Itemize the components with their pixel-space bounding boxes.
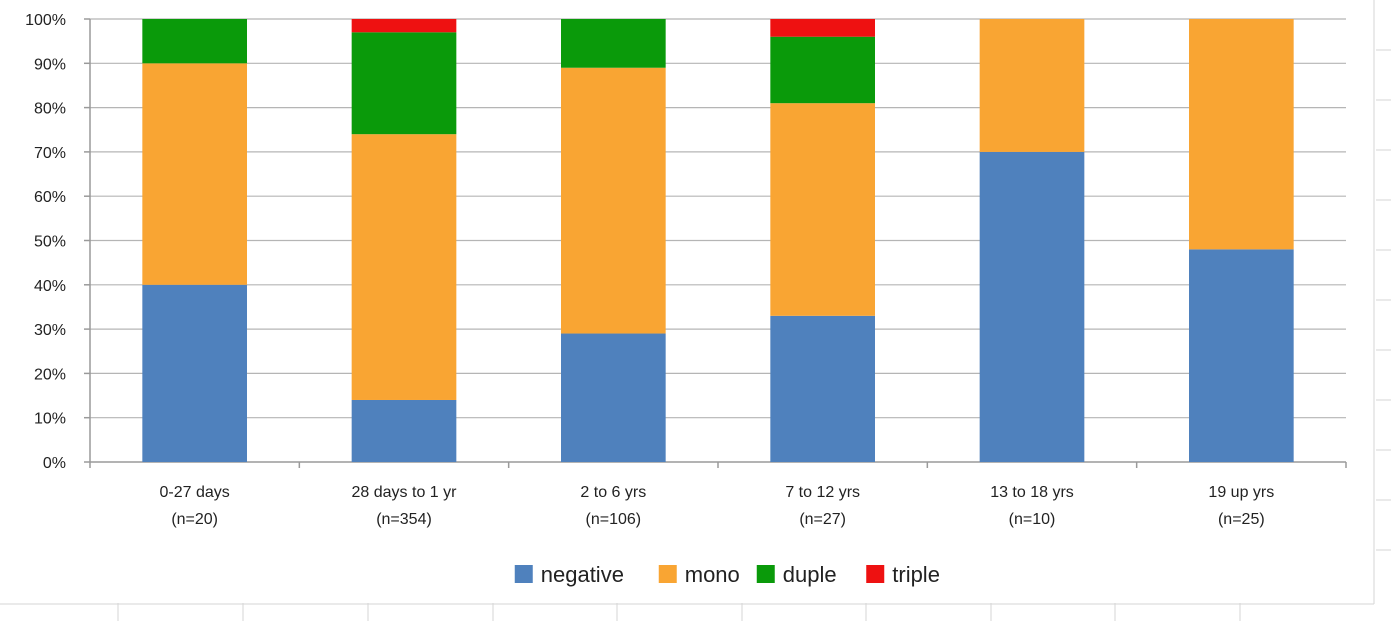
bar-negative	[351, 399, 457, 462]
bar-triple	[770, 19, 875, 37]
legend-swatch-negative	[514, 565, 533, 583]
bar-mono	[561, 67, 666, 334]
bar-duple	[561, 19, 666, 68]
y-tick-label: 60%	[34, 189, 66, 206]
x-tick-label: 19 up yrs	[1208, 484, 1274, 501]
y-tick-label: 20%	[34, 366, 66, 383]
bar-negative	[979, 151, 1085, 462]
legend-label-duple: duple	[783, 562, 837, 587]
y-tick-label: 80%	[34, 101, 66, 118]
x-tick-label: 28 days to 1 yr	[352, 484, 458, 501]
bar-mono	[1189, 19, 1294, 250]
bar-negative	[142, 284, 247, 462]
legend-swatch-mono	[658, 565, 677, 583]
bar-triple	[351, 19, 457, 33]
legend-label-mono: mono	[685, 562, 740, 587]
legend-swatch-duple	[756, 565, 775, 583]
legend-label-negative: negative	[541, 562, 624, 587]
y-tick-label: 40%	[34, 278, 66, 295]
bar-mono	[770, 103, 875, 316]
x-tick-label: (n=354)	[376, 511, 432, 528]
bar-duple	[351, 32, 457, 135]
x-tick-label: 13 to 18 yrs	[990, 484, 1074, 501]
x-tick-label: 7 to 12 yrs	[785, 484, 860, 501]
y-tick-label: 70%	[34, 145, 66, 162]
bar-negative	[1189, 249, 1294, 462]
y-tick-label: 30%	[34, 322, 66, 339]
legend-label-triple: triple	[892, 562, 940, 587]
x-tick-label: 2 to 6 yrs	[580, 484, 646, 501]
y-tick-label: 90%	[34, 56, 66, 73]
bar-duple	[142, 19, 247, 64]
bar-mono	[979, 19, 1085, 152]
x-tick-label: (n=25)	[1218, 511, 1265, 528]
x-tick-label: 0-27 days	[160, 484, 230, 501]
x-tick-label: (n=20)	[171, 511, 218, 528]
y-tick-label: 100%	[25, 12, 66, 29]
bar-duple	[770, 36, 875, 104]
bar-negative	[770, 315, 875, 462]
bar-mono	[142, 63, 247, 285]
y-tick-label: 10%	[34, 411, 66, 428]
x-tick-label: (n=106)	[586, 511, 642, 528]
x-tick-label: (n=10)	[1009, 511, 1056, 528]
legend-swatch-triple	[866, 565, 885, 583]
y-tick-label: 50%	[34, 234, 66, 251]
bar-mono	[351, 134, 457, 400]
bar-negative	[561, 333, 666, 462]
y-tick-label: 0%	[43, 455, 66, 472]
x-tick-label: (n=27)	[799, 511, 846, 528]
